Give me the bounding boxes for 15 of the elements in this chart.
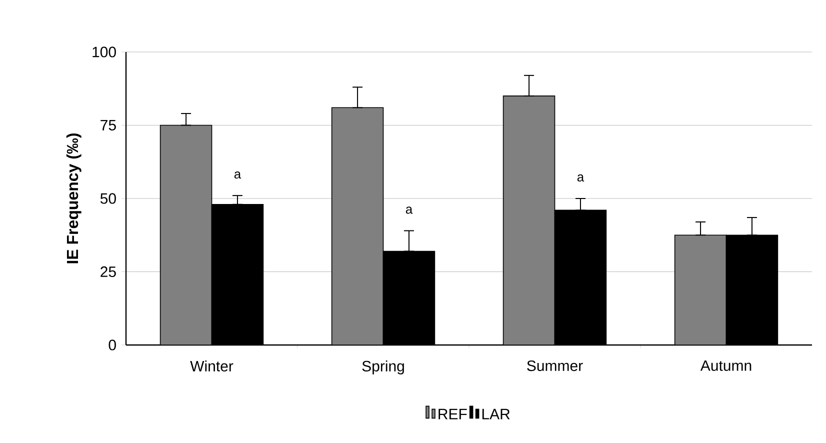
- y-tick-label: 75: [100, 120, 116, 130]
- y-tick-label: 0: [108, 340, 116, 350]
- x-tick-label: Summer: [527, 360, 583, 372]
- annotation: a: [406, 206, 413, 214]
- y-tick-label: 100: [92, 46, 116, 58]
- y-tick-label: 25: [100, 266, 116, 278]
- legend-label: LAR: [482, 408, 510, 420]
- y-tick-label: 50: [100, 193, 116, 204]
- x-tick-label: Spring: [362, 360, 404, 374]
- x-tick-label: Winter: [190, 360, 234, 372]
- annotation: a: [577, 174, 584, 182]
- annotation: a: [234, 171, 242, 179]
- legend-label: REF: [438, 408, 467, 420]
- x-tick-label: Autumn: [700, 360, 752, 371]
- y-axis-title: IE Frequency (‰): [66, 134, 82, 264]
